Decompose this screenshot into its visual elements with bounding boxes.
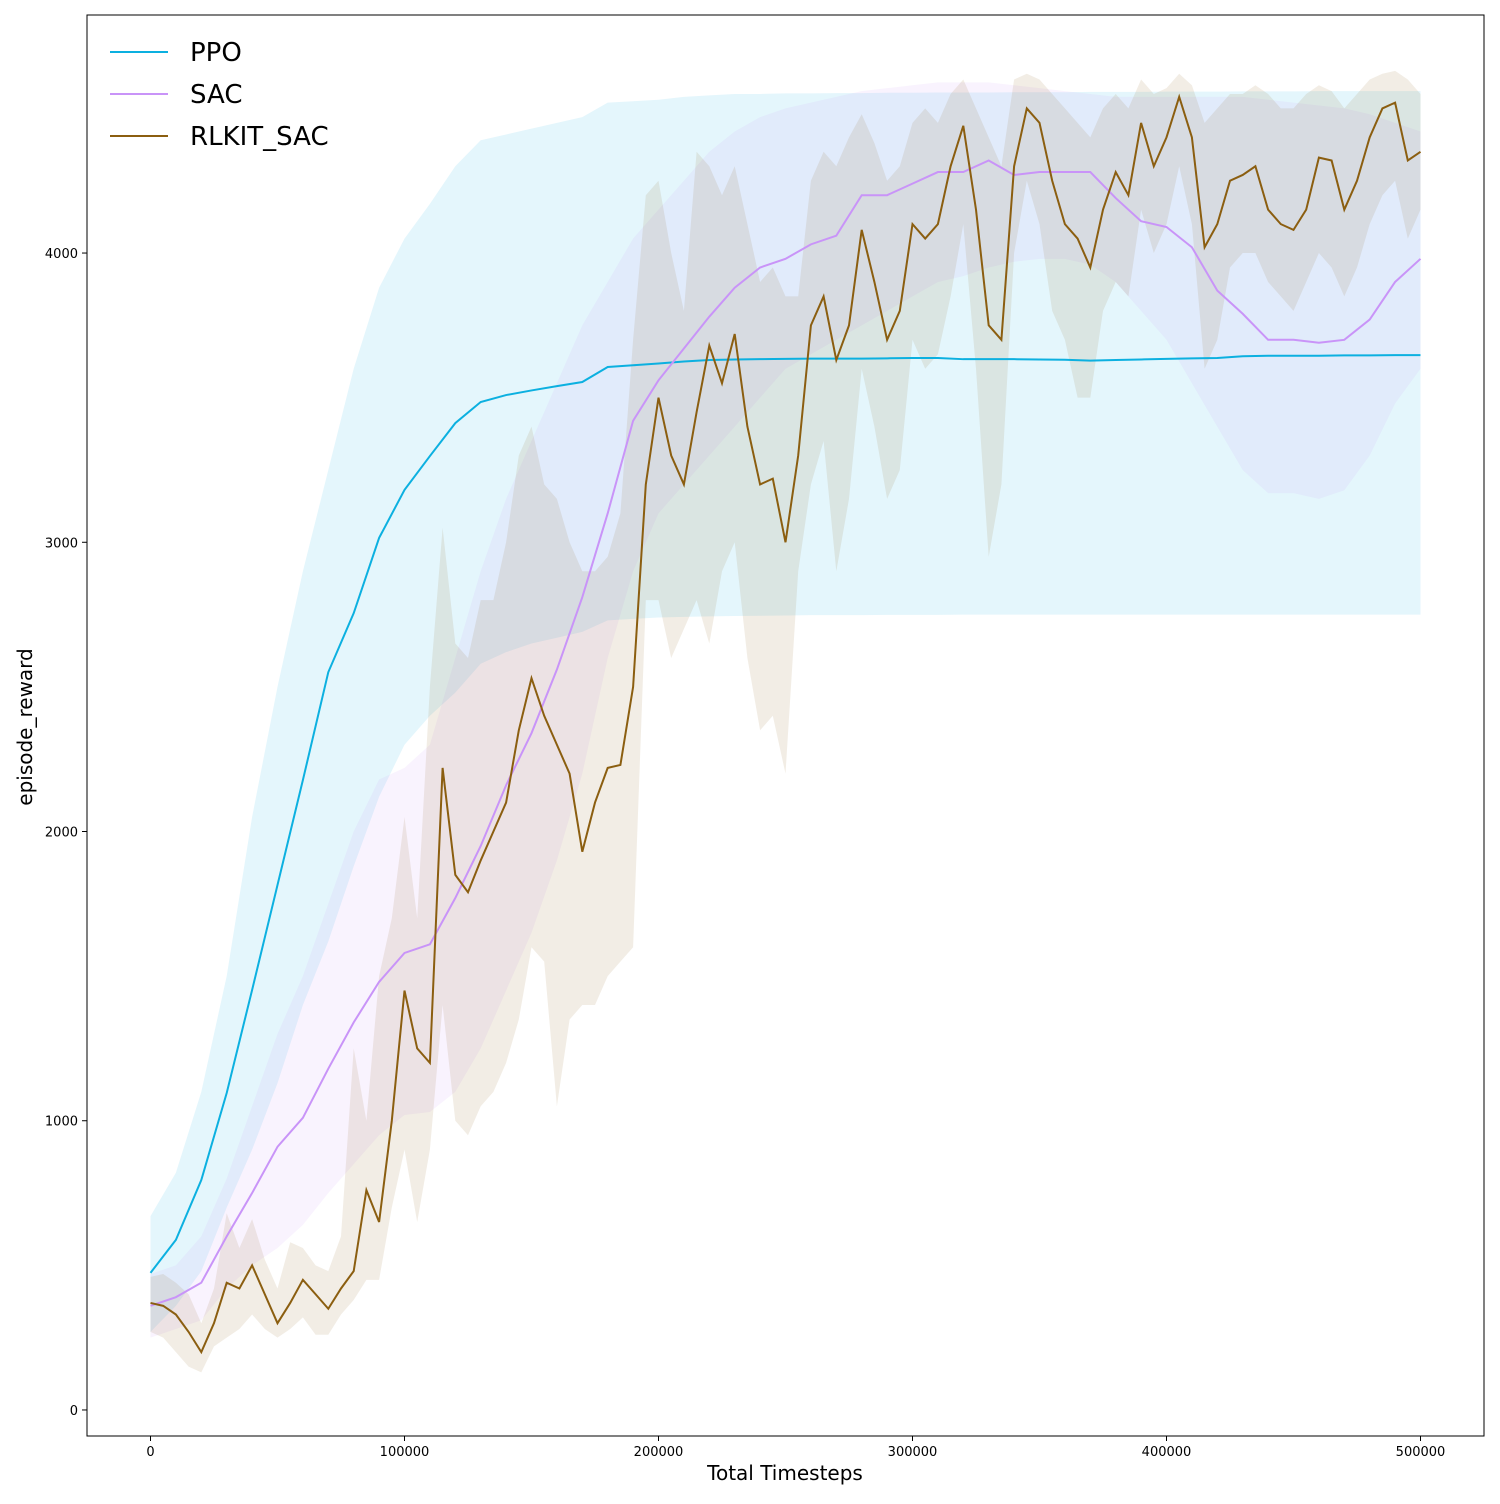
x-tick-label: 400000	[1142, 1445, 1192, 1460]
plot-frame	[86, 14, 1485, 1437]
y-tick-label: 2000	[45, 826, 78, 841]
bands	[150, 70, 1421, 1373]
x-tick-label: 200000	[634, 1445, 684, 1460]
x-tick-label: 0	[146, 1445, 154, 1460]
x-tick-label: 500000	[1396, 1445, 1446, 1460]
confidence-band	[150, 82, 1421, 1338]
y-tick-label: 4000	[45, 247, 78, 262]
confidence-band	[150, 70, 1421, 1373]
legend-label: RLKIT_SAC	[190, 122, 329, 152]
y-tick-label: 1000	[45, 1115, 78, 1130]
legend-label: SAC	[190, 80, 242, 110]
lines	[149, 93, 1422, 1355]
axes: 0 100000 200000 300000 400000 500000 0 1000 2000…	[45, 247, 1445, 1460]
series-line	[150, 159, 1422, 1307]
y-tick-label: 3000	[45, 536, 78, 551]
x-tick-label: 300000	[888, 1445, 938, 1460]
y-axis-label: episode_reward	[13, 648, 37, 805]
x-axis-label: Total Timesteps	[706, 1461, 863, 1485]
confidence-band	[150, 91, 1421, 1332]
y-tick-label: 0	[70, 1404, 78, 1419]
series-line	[149, 354, 1421, 1274]
series-line	[150, 93, 1422, 1355]
x-tick-label: 100000	[380, 1445, 430, 1460]
legend-label: PPO	[190, 38, 242, 68]
legend: PPO SAC RLKIT_SAC	[110, 38, 329, 152]
